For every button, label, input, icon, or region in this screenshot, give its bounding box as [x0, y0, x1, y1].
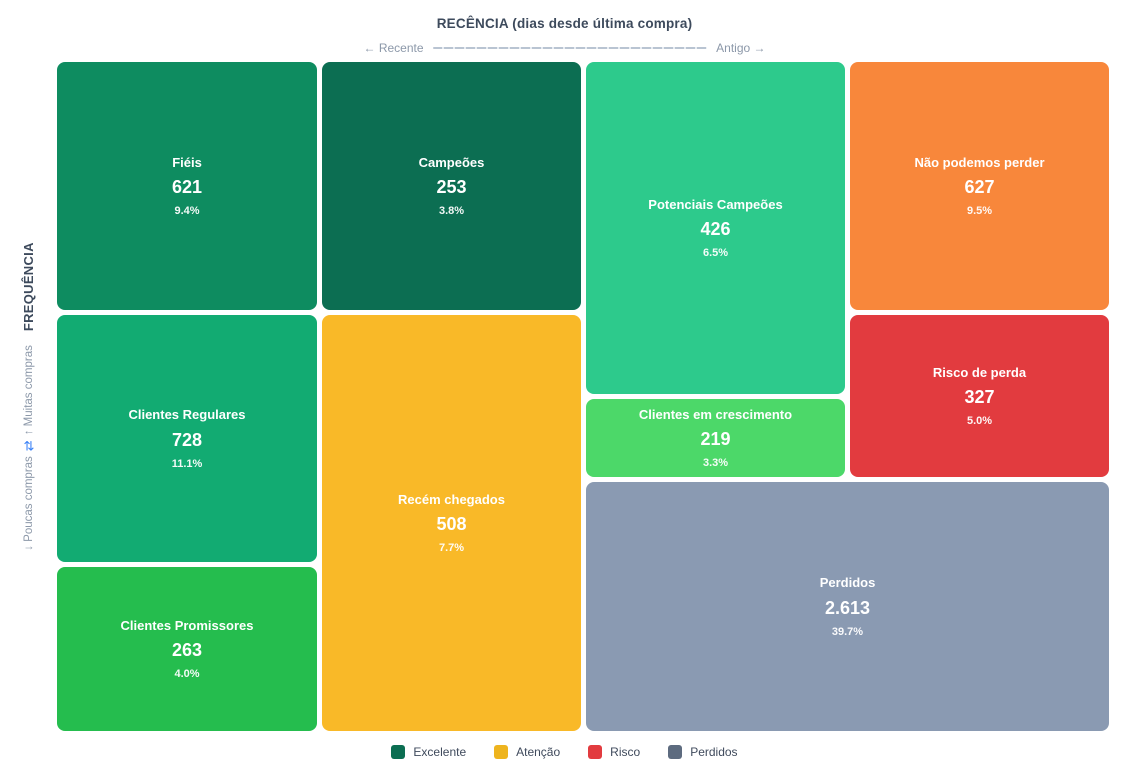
- segment-percent: 9.5%: [966, 205, 993, 218]
- segment-name: Fiéis: [172, 154, 202, 170]
- y-axis-direction: ↓ Poucas compras ⇄ ↑ Muitas compras: [21, 345, 37, 551]
- segment-name: Clientes Regulares: [128, 407, 246, 423]
- legend-label: Risco: [610, 745, 641, 759]
- segment-name: Perdidos: [819, 575, 876, 591]
- segment-name: Risco de perda: [932, 364, 1027, 380]
- legend-item-risco[interactable]: Risco: [588, 745, 640, 759]
- segment-percent: 3.8%: [438, 205, 465, 218]
- x-axis-left-hint: ← Recente: [363, 41, 424, 55]
- segment-name: Recém chegados: [398, 491, 505, 507]
- y-axis: ↓ Poucas compras ⇄ ↑ Muitas compras FREQ…: [0, 62, 57, 731]
- segment-count: 263: [171, 640, 203, 661]
- legend-item-atencao[interactable]: Atenção: [494, 745, 560, 759]
- segment-count: 508: [436, 514, 467, 535]
- y-axis-low-hint: ↓ Poucas compras: [22, 456, 35, 551]
- treemap: Fiéis 621 9.4% Campeões 253 3.8% Potenciais Ca…: [57, 62, 1109, 731]
- segment-percent: 11.1%: [171, 457, 203, 470]
- segment-name: Potenciais Campeões: [648, 196, 783, 212]
- legend-swatch-icon: [494, 745, 509, 759]
- x-axis-direction: ← Recente Antigo →: [364, 41, 766, 55]
- segment-count: 426: [700, 219, 731, 240]
- treemap-tile-fieis[interactable]: Fiéis 621 9.4%: [57, 62, 317, 310]
- x-axis-right-hint: Antigo →: [716, 41, 766, 55]
- segment-percent: 4.0%: [174, 668, 200, 681]
- treemap-tile-risco-de-perda[interactable]: Risco de perda 327 5.0%: [850, 315, 1109, 477]
- axis-double-arrow-icon: ⇄: [21, 440, 37, 452]
- y-axis-high-hint: ↑ Muitas compras: [22, 345, 35, 436]
- treemap-tile-recem-chegados[interactable]: Recém chegados 508 7.7%: [322, 315, 581, 731]
- segment-percent: 5.0%: [966, 415, 993, 428]
- x-axis-title: RECÊNCIA (dias desde última compra): [436, 16, 693, 31]
- segment-name: Clientes Promissores: [120, 617, 254, 633]
- segment-percent: 9.4%: [174, 205, 200, 218]
- legend-item-perdidos[interactable]: Perdidos: [668, 745, 738, 759]
- segment-name: Clientes em crescimento: [638, 406, 793, 422]
- segment-count: 728: [171, 429, 203, 450]
- legend-swatch-icon: [668, 745, 683, 759]
- treemap-tile-perdidos[interactable]: Perdidos 2.613 39.7%: [586, 482, 1109, 731]
- treemap-tile-campeoes[interactable]: Campeões 253 3.8%: [322, 62, 581, 310]
- legend-label: Perdidos: [690, 745, 738, 759]
- y-axis-rotated-group: ↓ Poucas compras ⇄ ↑ Muitas compras FREQ…: [21, 242, 36, 551]
- legend-label: Atenção: [516, 745, 561, 759]
- treemap-tile-clientes-promissores[interactable]: Clientes Promissores 263 4.0%: [57, 567, 317, 731]
- segment-name: Não podemos perder: [914, 154, 1045, 170]
- segment-count: 253: [436, 177, 467, 198]
- segment-count: 2.613: [824, 597, 871, 618]
- legend-label: Excelente: [413, 745, 467, 759]
- segment-percent: 39.7%: [831, 625, 864, 638]
- treemap-tile-clientes-regulares[interactable]: Clientes Regulares 728 11.1%: [57, 315, 317, 562]
- x-axis-line: [432, 47, 708, 49]
- segment-count: 219: [700, 429, 731, 450]
- segment-name: Campeões: [418, 154, 485, 170]
- segment-percent: 7.7%: [438, 542, 465, 555]
- legend-swatch-icon: [588, 745, 603, 759]
- segment-count: 327: [964, 387, 995, 408]
- legend-item-excelente[interactable]: Excelente: [391, 745, 466, 759]
- segment-percent: 6.5%: [702, 247, 729, 260]
- treemap-tile-nao-podemos-perder[interactable]: Não podemos perder 627 9.5%: [850, 62, 1109, 310]
- segment-count: 627: [964, 177, 995, 198]
- treemap-tile-clientes-em-crescimento[interactable]: Clientes em crescimento 219 3.3%: [586, 399, 845, 477]
- y-axis-title: FREQUÊNCIA: [21, 242, 37, 332]
- legend: Excelente Atenção Risco Perdidos: [0, 745, 1129, 759]
- segment-count: 621: [171, 177, 203, 198]
- legend-swatch-icon: [391, 745, 406, 759]
- treemap-tile-potenciais-campeoes[interactable]: Potenciais Campeões 426 6.5%: [586, 62, 845, 394]
- x-axis-header: RECÊNCIA (dias desde última compra) ← Re…: [0, 16, 1129, 55]
- segment-percent: 3.3%: [702, 457, 729, 470]
